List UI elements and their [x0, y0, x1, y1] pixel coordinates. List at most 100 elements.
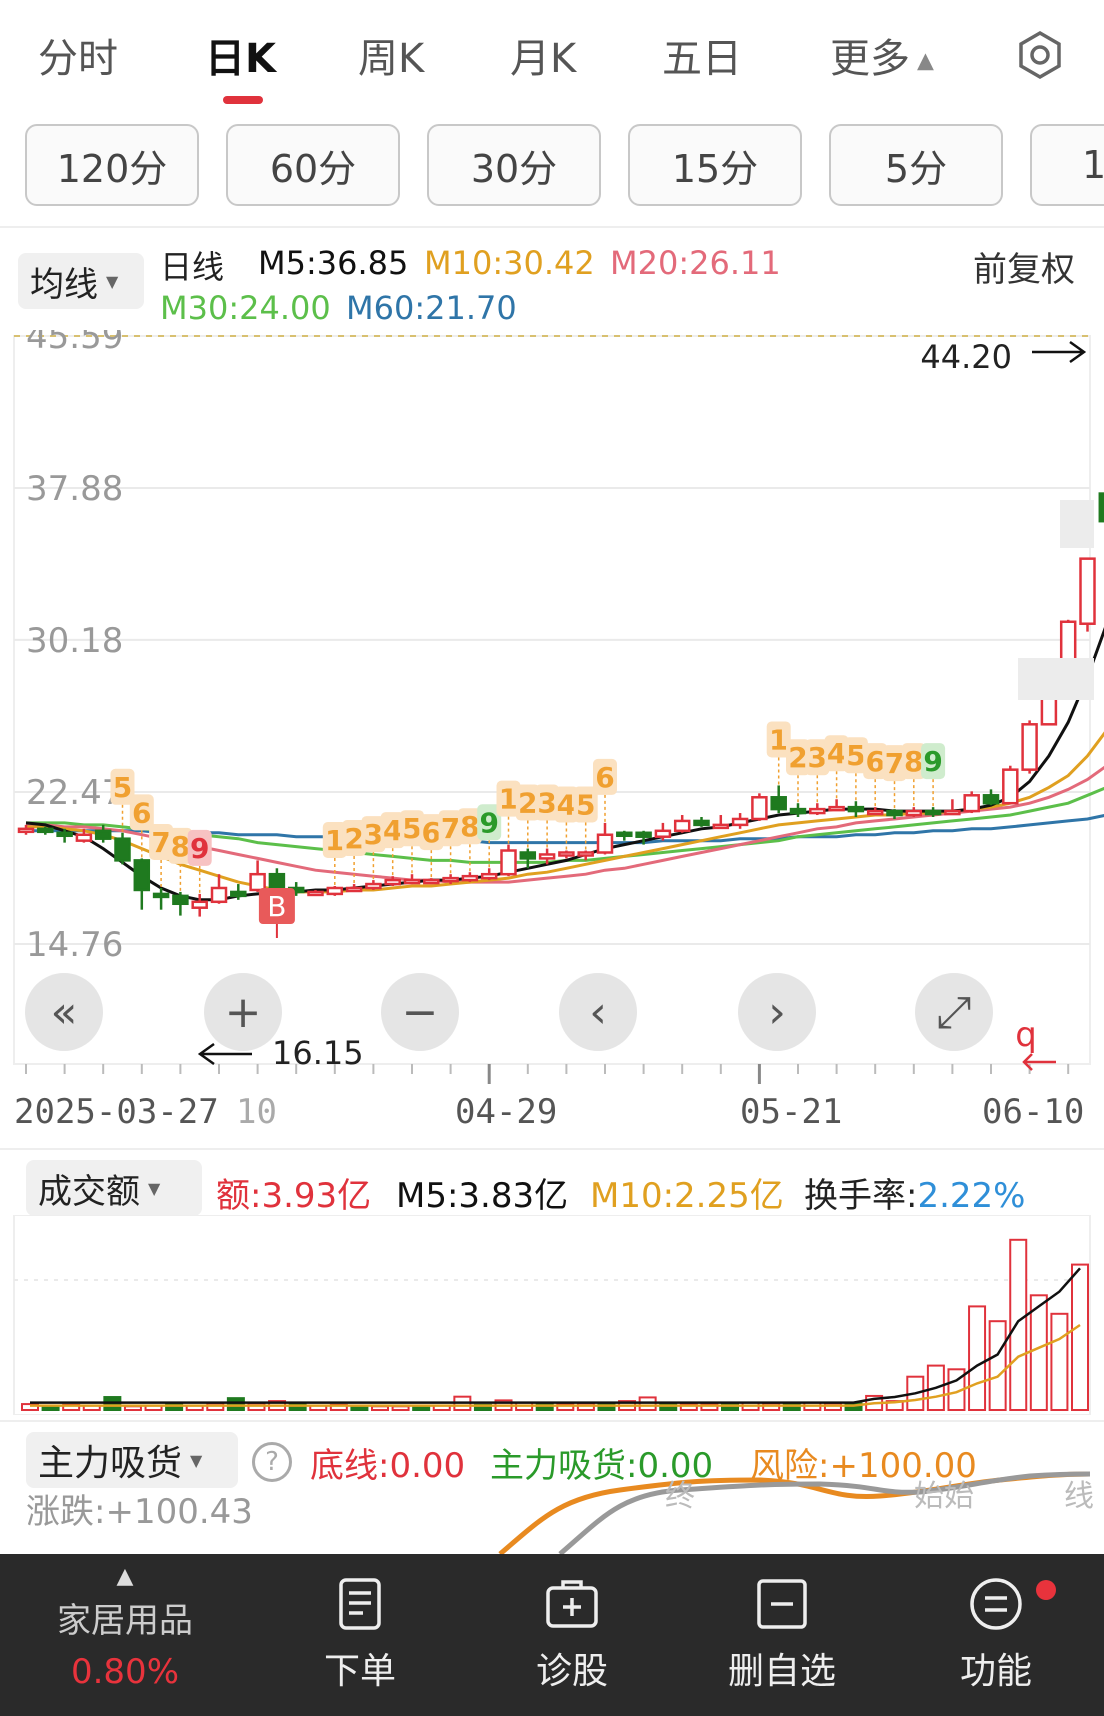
volume-bar [1009, 1238, 1028, 1412]
caret-up-icon: ▲ [116, 1564, 134, 1589]
candle-body [172, 894, 189, 906]
candle-body [866, 809, 884, 816]
zoom-out-button[interactable]: − [381, 973, 459, 1051]
volume-bar [412, 1405, 431, 1412]
volume-indicator-select[interactable]: 成交额 ▼ [26, 1160, 202, 1216]
period-1min-button[interactable]: 1 [1030, 124, 1104, 206]
fullscreen-button[interactable]: ⤢ [915, 973, 993, 1051]
dropdown-caret-icon: ▼ [106, 271, 119, 291]
main-force-select-label: 主力吸货 [38, 1443, 183, 1484]
min-price-label: 16.15 [272, 1034, 364, 1072]
candle-body [326, 886, 344, 896]
candle-body [577, 851, 594, 857]
candle-body [461, 874, 479, 882]
nine-turn-number: 1 [325, 824, 344, 857]
candle-body [480, 872, 498, 880]
tab-weekly-k[interactable]: 周K [358, 36, 425, 82]
risk-value: 风险:+100.00 [750, 1446, 977, 1486]
candle-body [905, 809, 923, 817]
tab-more[interactable]: 更多 ▲ [830, 26, 934, 84]
candle-body [731, 817, 749, 827]
volume-bar [535, 1403, 554, 1411]
candle-body [17, 827, 35, 834]
volume-select-label: 成交额 [38, 1171, 140, 1212]
period-15min-button[interactable]: 15分 [628, 124, 802, 206]
nine-turn-badge [593, 758, 617, 795]
candle-body [1079, 557, 1096, 625]
nine-turn-number: 6 [132, 796, 151, 829]
candle-body [558, 851, 575, 857]
candle-body [944, 809, 961, 816]
tab-monthly-k[interactable]: 月K [510, 36, 577, 82]
nine-turn-badge [438, 810, 463, 847]
nine-turn-badge [419, 814, 444, 851]
nine-turn-number: 2 [518, 787, 537, 820]
y-tick-label: 45.59 [26, 330, 123, 357]
x-axis-label-0610: 06-10 [982, 1092, 1085, 1132]
candle-body [770, 796, 787, 811]
candle-body [1002, 768, 1019, 805]
nine-turn-number: 2 [788, 741, 807, 774]
candle-body [56, 831, 73, 838]
candle-body [924, 809, 942, 816]
main-force-indicator-select[interactable]: 主力吸货 ▼ [26, 1432, 238, 1488]
remove-watchlist-label: 删自选 [727, 1651, 836, 1692]
volume-chart[interactable] [0, 1215, 1104, 1415]
nine-turn-badge [496, 780, 521, 817]
volume-bar [1050, 1312, 1069, 1412]
nine-turn-badge [361, 816, 386, 853]
candle-body [442, 876, 459, 883]
tab-five-day[interactable]: 五日 [662, 36, 742, 82]
volume-bar [556, 1403, 575, 1411]
scroll-left-button[interactable]: ‹ [559, 973, 637, 1051]
period-120min-button[interactable]: 120分 [25, 124, 199, 206]
amount-ma5-value: M5:3.83亿 [396, 1176, 569, 1216]
sector-info[interactable]: ▲ 家居用品 0.80% [0, 1554, 250, 1716]
minute-period-row: 120分 60分 30分 15分 5分 1 [0, 124, 1104, 210]
diagnose-button[interactable]: 诊股 [512, 1554, 632, 1716]
nine-turn-number: 9 [190, 832, 209, 865]
diagnose-label: 诊股 [535, 1651, 608, 1692]
x-axis-label-0521: 05-21 [740, 1092, 843, 1132]
nine-turn-number: 5 [113, 771, 132, 804]
candle-body [847, 805, 865, 813]
order-button[interactable]: 下单 [300, 1554, 420, 1716]
period-60min-button[interactable]: 60分 [226, 124, 400, 206]
tab-daily-k[interactable]: 日K [205, 36, 276, 82]
candle-body [210, 886, 228, 904]
forward-adjust-toggle[interactable]: 前复权 [973, 250, 1075, 290]
tab-more-label: 更多 [830, 36, 910, 82]
active-tab-indicator [223, 96, 263, 104]
main-force-chart: 终 始始 线 [498, 1471, 1094, 1554]
candle-body [365, 882, 382, 890]
dropdown-caret-icon: ▼ [190, 1450, 203, 1470]
help-icon[interactable]: ? [252, 1442, 292, 1482]
period-30min-button[interactable]: 30分 [427, 124, 601, 206]
caret-up-icon: ▲ [910, 48, 934, 74]
candle-body [1098, 492, 1104, 523]
max-price-label: 44.20 [920, 338, 1012, 376]
function-button[interactable]: 功能 [936, 1554, 1056, 1716]
scroll-right-button[interactable]: › [738, 973, 816, 1051]
scroll-to-start-button[interactable]: « [25, 973, 103, 1051]
nine-turn-badge [805, 739, 830, 776]
nine-turn-badge [901, 743, 926, 780]
nine-turn-badge [400, 810, 424, 847]
buy-marker-label: B [267, 890, 286, 923]
zoom-in-button[interactable]: + [204, 973, 282, 1051]
candle-body [307, 890, 324, 897]
ma-indicator-select[interactable]: 均线 ▼ [18, 253, 144, 309]
nine-turn-badge [322, 822, 347, 859]
tab-intraday[interactable]: 分时 [38, 36, 118, 82]
q-marker-label: q [1015, 1015, 1037, 1055]
candle-body [384, 878, 401, 886]
order-label: 下单 [323, 1651, 396, 1692]
settings-gear-icon[interactable] [1015, 30, 1065, 80]
remove-watchlist-button[interactable]: 删自选 [712, 1554, 852, 1716]
candle-body [809, 807, 826, 815]
volume-bar [988, 1320, 1007, 1411]
period-5min-button[interactable]: 5分 [829, 124, 1003, 206]
candle-body [423, 878, 440, 885]
nine-turn-badge [515, 784, 540, 821]
